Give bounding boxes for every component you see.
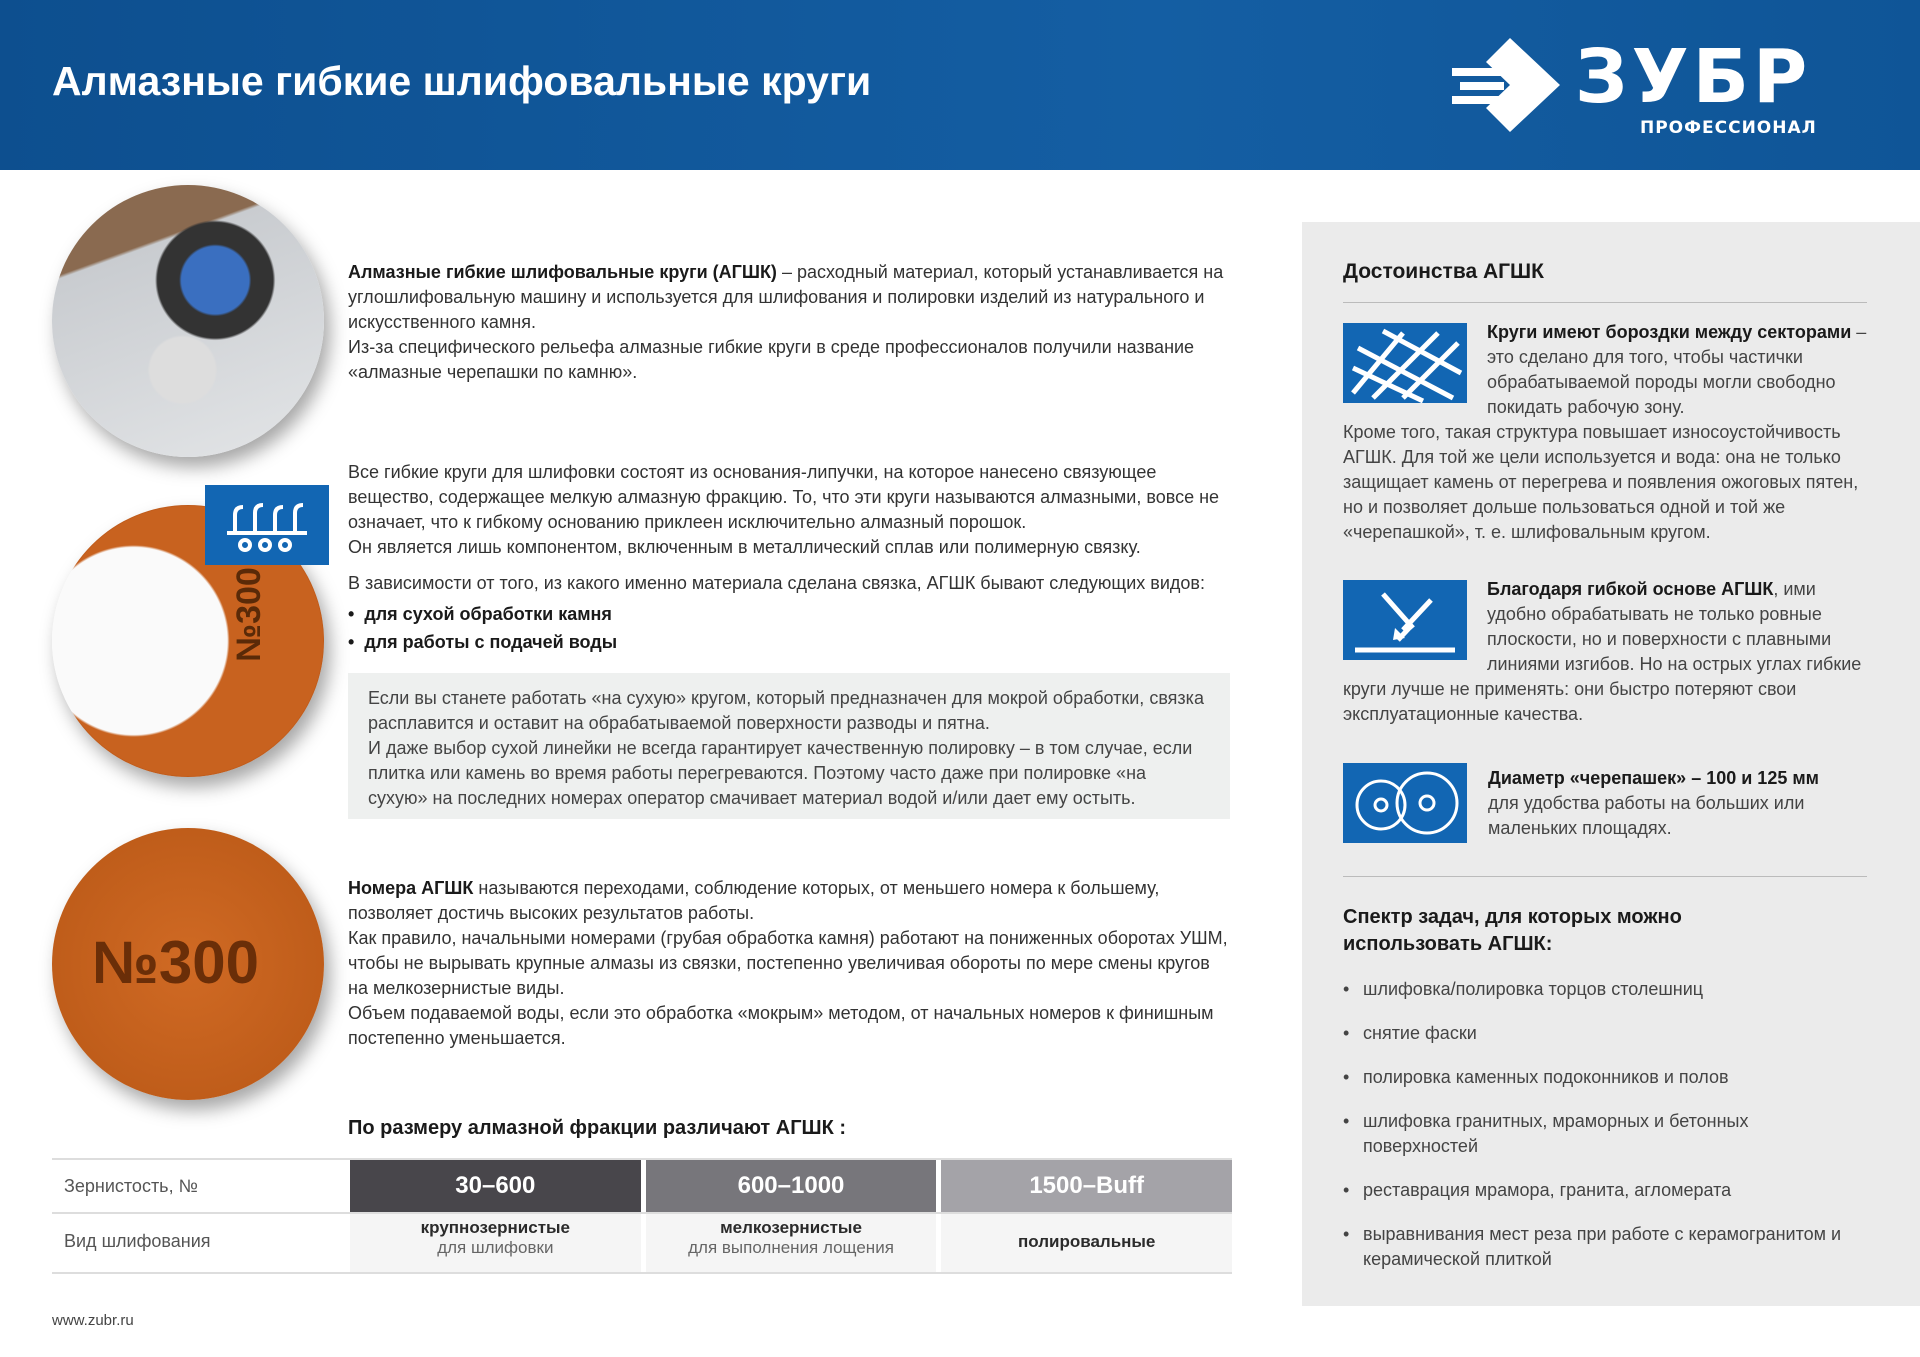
purpose-label: для шлифовки xyxy=(437,1238,554,1257)
note-text2: И даже выбор сухой линейки не всегда гар… xyxy=(368,738,1193,808)
numbers-text3: Объем подаваемой воды, если это обработк… xyxy=(348,1003,1214,1048)
header-banner: Алмазные гибкие шлифовальные круги ЗУБР … xyxy=(0,0,1920,170)
row-label: Зернистость, № xyxy=(64,1176,198,1196)
table-row: Зернистость, № 30–600 600–1000 1500–Buff xyxy=(52,1160,1233,1214)
divider xyxy=(1343,876,1867,877)
disc-number: №300 xyxy=(229,567,268,662)
divider xyxy=(1343,302,1867,303)
kind-cell: мелкозернистые для выполнения лощения xyxy=(645,1214,937,1272)
flexible-base-icon xyxy=(1343,580,1467,660)
task-item: шлифовка/полировка торцов столешниц xyxy=(1343,977,1863,1002)
table-row: Вид шлифования крупнозернистые для шлифов… xyxy=(52,1214,1233,1272)
task-item: реставрация мрамора, гранита, агломерата xyxy=(1343,1178,1863,1203)
composition-text: Все гибкие круги для шлифовки состоят из… xyxy=(348,462,1220,532)
grit-cell: 1500–Buff xyxy=(941,1160,1233,1212)
kind-cell: крупнозернистые для шлифовки xyxy=(350,1214,641,1272)
type-item: для работы с подачей воды xyxy=(364,632,618,652)
row-label: Вид шлифования xyxy=(64,1231,211,1251)
grit-cell: 600–1000 xyxy=(645,1160,937,1212)
task-item: выравнивания мест реза при работе с кера… xyxy=(1343,1222,1863,1272)
note-text: Если вы станете работать «на сухую» круг… xyxy=(368,688,1204,733)
tasks-title: Спектр задач, для которых можно использо… xyxy=(1343,906,1682,955)
disc-number-large: №300 xyxy=(92,929,259,996)
disc-300-photo: №300 xyxy=(52,828,324,1100)
velcro-icon xyxy=(205,485,329,565)
task-item: полировка каменных подоконников и полов xyxy=(1343,1065,1863,1090)
kind-label: полировальные xyxy=(1017,1232,1156,1251)
table-title: По размеру алмазной фракции различают АГ… xyxy=(348,1117,847,1139)
note-box: Если вы станете работать «на сухую» круг… xyxy=(348,673,1230,819)
feature-bold: Диаметр «черепашек» – 100 и 125 мм xyxy=(1488,768,1819,788)
numbers-bold: Номера АГШК xyxy=(348,878,474,898)
feature-diameter: Диаметр «черепашек» – 100 и 125 мм для уд… xyxy=(1488,766,1878,841)
kind-label: крупнозернистые xyxy=(420,1218,571,1237)
feature-grooves: Круги имеют бороздки между секторами – э… xyxy=(1343,320,1871,545)
composition-text2: Он является лишь компонентом, включенным… xyxy=(348,537,1141,557)
numbers-text2: Как правило, начальными номерами (грубая… xyxy=(348,928,1228,998)
task-item: шлифовка гранитных, мраморных и бетонных… xyxy=(1343,1109,1863,1159)
kind-label: мелкозернистые xyxy=(720,1218,862,1237)
logo-wordmark: ЗУБР xyxy=(1575,34,1811,120)
intro-paragraph: Алмазные гибкие шлифовальные круги (АГШК… xyxy=(348,260,1228,385)
page-title: Алмазные гибкие шлифовальные круги xyxy=(52,58,872,104)
zubr-logo[interactable]: ЗУБР ПРОФЕССИОНАЛ xyxy=(1450,30,1880,140)
feature-text: , ими удобно обрабатывать не только ровн… xyxy=(1343,579,1862,724)
feature-bold: Благодаря гибкой основе АГШК xyxy=(1487,579,1774,599)
grinder-photo xyxy=(52,185,324,457)
numbers-text: называются переходами, соблюдение которы… xyxy=(348,878,1160,923)
grooves-grid-icon xyxy=(1343,323,1467,404)
intro-text: – расходный материал, который устанавлив… xyxy=(348,262,1224,332)
intro-bold: Алмазные гибкие шлифовальные круги (АГШК… xyxy=(348,262,777,282)
tasks-list: шлифовка/полировка торцов столешниц снят… xyxy=(1343,977,1863,1291)
types-intro: В зависимости от того, из какого именно … xyxy=(348,573,1205,593)
feature-flexible: Благодаря гибкой основе АГШК, ими удобно… xyxy=(1343,577,1871,727)
type-item: для сухой обработки камня xyxy=(364,604,612,624)
kind-cell: полировальные xyxy=(941,1214,1233,1272)
advantages-title: Достоинства АГШК xyxy=(1343,260,1544,283)
task-item: снятие фаски xyxy=(1343,1021,1863,1046)
purpose-label: для выполнения лощения xyxy=(688,1238,894,1257)
footer-url[interactable]: www.zubr.ru xyxy=(52,1312,134,1329)
feature-text2: Кроме того, такая структура повышает изн… xyxy=(1343,422,1859,542)
logo-diamond-icon: ЗУБР ПРОФЕССИОНАЛ xyxy=(1452,34,1817,138)
feature-bold: Круги имеют бороздки между секторами xyxy=(1487,322,1852,342)
grit-cell: 30–600 xyxy=(350,1160,641,1212)
numbers-paragraph: Номера АГШК называются переходами, соблю… xyxy=(348,876,1228,1051)
advantages-panel: Достоинства АГШК Круги имеют бороздки ме… xyxy=(1302,222,1920,1306)
feature-text: – это сделано для того, чтобы частички о… xyxy=(1487,322,1867,417)
diameter-discs-icon xyxy=(1343,763,1467,843)
logo-subtitle: ПРОФЕССИОНАЛ xyxy=(1640,118,1817,138)
types-list: • для сухой обработки камня • для работы… xyxy=(348,604,618,652)
grit-table: Зернистость, № 30–600 600–1000 1500–Buff… xyxy=(52,1158,1233,1274)
composition-paragraph: Все гибкие круги для шлифовки состоят из… xyxy=(348,460,1228,656)
feature-text: для удобства работы на больших или мален… xyxy=(1488,793,1805,838)
intro-text2: Из-за специфического рельефа алмазные ги… xyxy=(348,337,1195,382)
